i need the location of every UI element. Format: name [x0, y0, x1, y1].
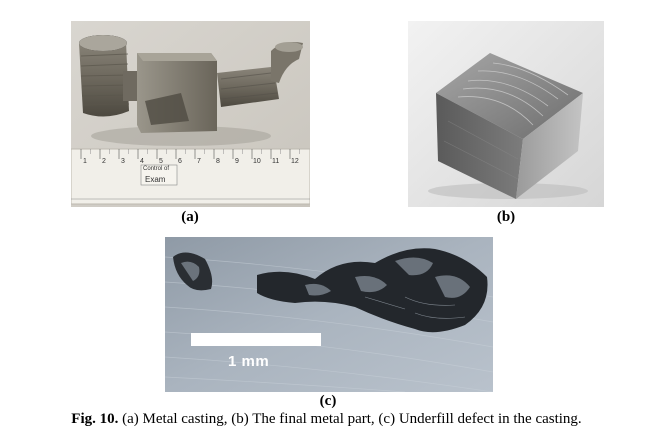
- figure-caption-prefix: Fig. 10.: [71, 411, 119, 427]
- ruler-number: 12: [291, 158, 299, 165]
- final-metal-part-photo: [408, 21, 604, 207]
- underfill-defect-image: [165, 237, 493, 392]
- panel-b-label: (b): [496, 209, 516, 225]
- panel-a-label: (a): [181, 209, 199, 225]
- scale-bar-label: 1 mm: [228, 353, 270, 370]
- final-metal-part-image: [408, 21, 604, 207]
- ruler-number: 6: [178, 158, 182, 165]
- underfill-defect-micrograph: [165, 237, 493, 392]
- ruler-number: 2: [102, 158, 106, 165]
- figure-caption: Fig. 10. (a) Metal casting, (b) The fina…: [0, 411, 653, 428]
- ruler-number: 11: [272, 158, 280, 165]
- metal-casting-image: [71, 21, 310, 207]
- ruler-number: 1: [83, 158, 87, 165]
- ruler-number: 10: [253, 158, 261, 165]
- ruler-tag-line: Exam: [145, 175, 166, 184]
- figure-caption-text: (a) Metal casting, (b) The final metal p…: [118, 411, 582, 427]
- metal-casting-photo: 1 2 3 4 5 6 7 8 9 10 11 12 Control of Ex…: [71, 21, 310, 207]
- ruler-number: 3: [121, 158, 125, 165]
- ruler-number: 5: [159, 158, 163, 165]
- ruler-number: 4: [140, 158, 144, 165]
- ruler-number: 8: [216, 158, 220, 165]
- ruler-tag-line: Control of: [143, 166, 170, 172]
- scale-bar: [191, 333, 321, 346]
- panel-c-label: (c): [319, 393, 337, 409]
- ruler-number: 7: [197, 158, 201, 165]
- ruler-number: 9: [235, 158, 239, 165]
